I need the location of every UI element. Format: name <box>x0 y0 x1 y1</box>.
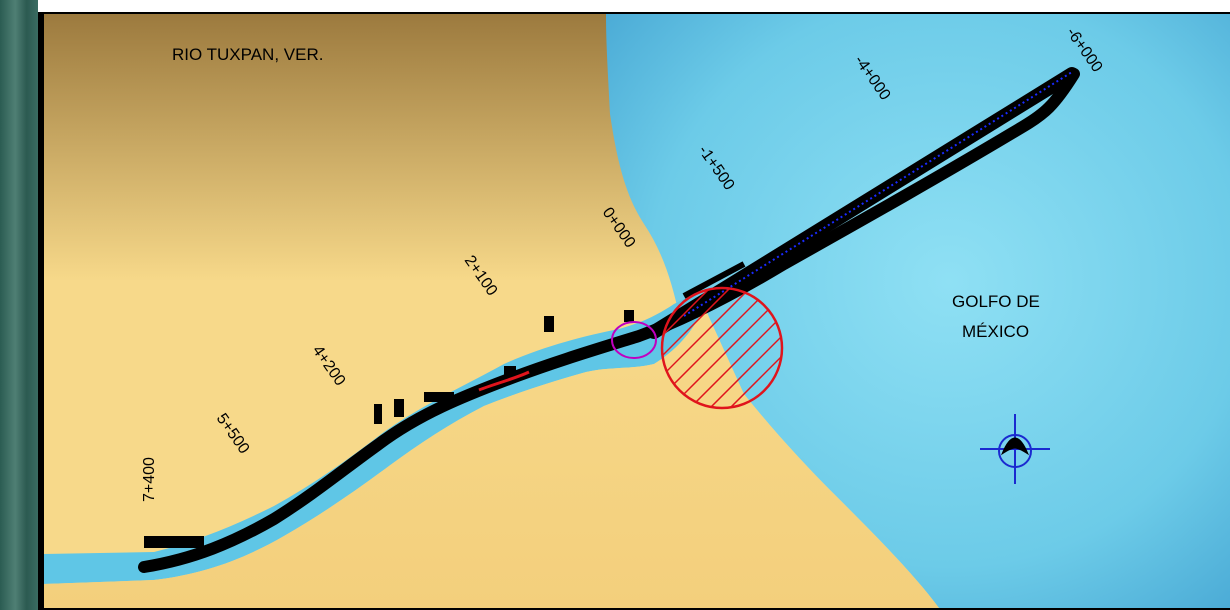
jetty <box>682 261 746 299</box>
map-canvas: RIO TUXPAN, VER. GOLFO DE MÉXICO -6+000 … <box>44 14 1230 608</box>
sea-label-line2: MÉXICO <box>962 322 1029 341</box>
chainage-label: 7+400 <box>141 457 158 502</box>
left-decorative-strip <box>0 0 38 610</box>
north-arrow-compass-icon <box>980 414 1050 484</box>
docks <box>144 310 634 548</box>
region-label: RIO TUXPAN, VER. <box>172 45 323 64</box>
south-land <box>44 306 939 608</box>
sea-area <box>606 14 1230 608</box>
shoreline-erosion-line <box>478 370 530 392</box>
top-border <box>38 0 1230 14</box>
turning-basin <box>611 321 657 359</box>
navigation-channel <box>138 68 1080 573</box>
channel-axis <box>683 71 1073 317</box>
sea-label-line1: GOLFO DE <box>952 292 1040 311</box>
